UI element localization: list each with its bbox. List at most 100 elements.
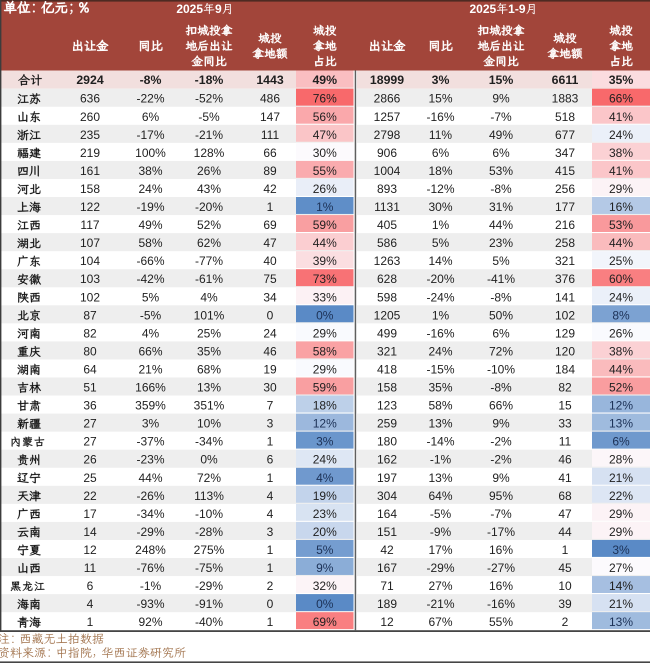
svg-text:5%: 5% (316, 543, 334, 557)
svg-text:3%: 3% (142, 417, 160, 431)
svg-text:418: 418 (377, 362, 397, 376)
svg-text:15%: 15% (489, 73, 514, 87)
svg-text:24%: 24% (428, 344, 452, 358)
svg-text:41%: 41% (609, 164, 633, 178)
svg-text:38%: 38% (609, 146, 633, 160)
svg-text:24%: 24% (609, 290, 633, 304)
svg-text:628: 628 (377, 272, 397, 286)
svg-text:-40%: -40% (195, 615, 223, 629)
svg-text:14%: 14% (428, 254, 452, 268)
svg-text:68%: 68% (197, 362, 221, 376)
svg-text:30%: 30% (428, 200, 452, 214)
svg-text:103: 103 (80, 272, 100, 286)
svg-text:258: 258 (555, 236, 575, 250)
svg-text:102: 102 (80, 290, 100, 304)
svg-text:415: 415 (555, 164, 575, 178)
svg-text:66%: 66% (609, 92, 633, 106)
svg-text:34: 34 (263, 290, 277, 304)
svg-text:95%: 95% (489, 489, 513, 503)
svg-text:3%: 3% (316, 435, 334, 449)
svg-text:14%: 14% (609, 579, 633, 593)
svg-text:18%: 18% (313, 399, 337, 413)
svg-text:46: 46 (263, 344, 277, 358)
svg-text:27: 27 (83, 435, 97, 449)
svg-text:24%: 24% (138, 182, 162, 196)
svg-text:2025: 2025 (176, 2, 203, 16)
svg-text:405: 405 (377, 218, 397, 232)
svg-text:9%: 9% (492, 471, 510, 485)
svg-text:30%: 30% (313, 146, 337, 160)
svg-text:-1%: -1% (430, 453, 452, 467)
svg-text:4%: 4% (200, 290, 218, 304)
svg-text:20%: 20% (313, 525, 337, 539)
svg-text:-29%: -29% (426, 561, 454, 575)
svg-text:141: 141 (555, 290, 575, 304)
svg-text:12%: 12% (609, 399, 633, 413)
svg-text:-5%: -5% (198, 110, 220, 124)
svg-text:29%: 29% (609, 507, 633, 521)
svg-text:-7%: -7% (490, 507, 512, 521)
svg-text:45: 45 (558, 561, 572, 575)
svg-text:31%: 31% (489, 200, 513, 214)
svg-text:35%: 35% (197, 344, 221, 358)
svg-text:56%: 56% (313, 110, 337, 124)
svg-text:26%: 26% (197, 164, 221, 178)
svg-text:189: 189 (377, 597, 397, 611)
svg-text:2866: 2866 (374, 92, 401, 106)
svg-text:-16%: -16% (487, 597, 515, 611)
svg-text:1%: 1% (316, 200, 334, 214)
svg-text:893: 893 (377, 182, 397, 196)
svg-text:586: 586 (377, 236, 397, 250)
svg-text:2: 2 (267, 579, 274, 593)
svg-text:-8%: -8% (140, 73, 162, 87)
svg-text:-24%: -24% (426, 290, 454, 304)
svg-text:-10%: -10% (195, 507, 223, 521)
svg-text:24%: 24% (313, 453, 337, 467)
svg-text:9%: 9% (316, 561, 334, 575)
svg-text:177: 177 (555, 200, 575, 214)
svg-text:151: 151 (377, 525, 397, 539)
svg-text:19%: 19% (313, 489, 337, 503)
svg-text:6%: 6% (492, 146, 510, 160)
svg-text:21%: 21% (609, 471, 633, 485)
svg-text:24%: 24% (609, 128, 633, 142)
svg-text:-29%: -29% (195, 579, 223, 593)
svg-text:3%: 3% (612, 543, 630, 557)
svg-text:359%: 359% (135, 399, 166, 413)
svg-text:304: 304 (377, 489, 397, 503)
svg-text:33: 33 (558, 417, 572, 431)
svg-text:-22%: -22% (136, 92, 164, 106)
svg-text:-2%: -2% (490, 435, 512, 449)
svg-text:-5%: -5% (140, 308, 162, 322)
svg-text:29%: 29% (313, 362, 337, 376)
svg-text:67%: 67% (428, 615, 452, 629)
svg-text:64: 64 (83, 362, 97, 376)
svg-text:21%: 21% (609, 597, 633, 611)
svg-text:19: 19 (263, 362, 277, 376)
svg-text:-17%: -17% (136, 128, 164, 142)
svg-text:-41%: -41% (487, 272, 515, 286)
svg-text:15%: 15% (428, 92, 452, 106)
svg-text:8%: 8% (612, 308, 630, 322)
svg-text:-9%: -9% (430, 525, 452, 539)
svg-text:321: 321 (555, 254, 575, 268)
svg-text:66: 66 (263, 146, 277, 160)
svg-text:235: 235 (80, 128, 100, 142)
svg-text:598: 598 (377, 290, 397, 304)
svg-text:6%: 6% (612, 435, 630, 449)
svg-text:677: 677 (555, 128, 575, 142)
svg-text:4: 4 (267, 507, 274, 521)
svg-text:44%: 44% (609, 362, 633, 376)
svg-text:-91%: -91% (195, 597, 223, 611)
svg-text:18%: 18% (428, 164, 452, 178)
svg-text:7: 7 (267, 399, 274, 413)
svg-text:275%: 275% (194, 543, 225, 557)
svg-text:376: 376 (555, 272, 575, 286)
svg-text:6611: 6611 (552, 73, 579, 87)
svg-text:6: 6 (87, 579, 94, 593)
svg-text:-28%: -28% (195, 525, 223, 539)
svg-text:636: 636 (80, 92, 100, 106)
svg-text:-27%: -27% (487, 561, 515, 575)
svg-text:1%: 1% (432, 308, 450, 322)
svg-text:-20%: -20% (195, 200, 223, 214)
